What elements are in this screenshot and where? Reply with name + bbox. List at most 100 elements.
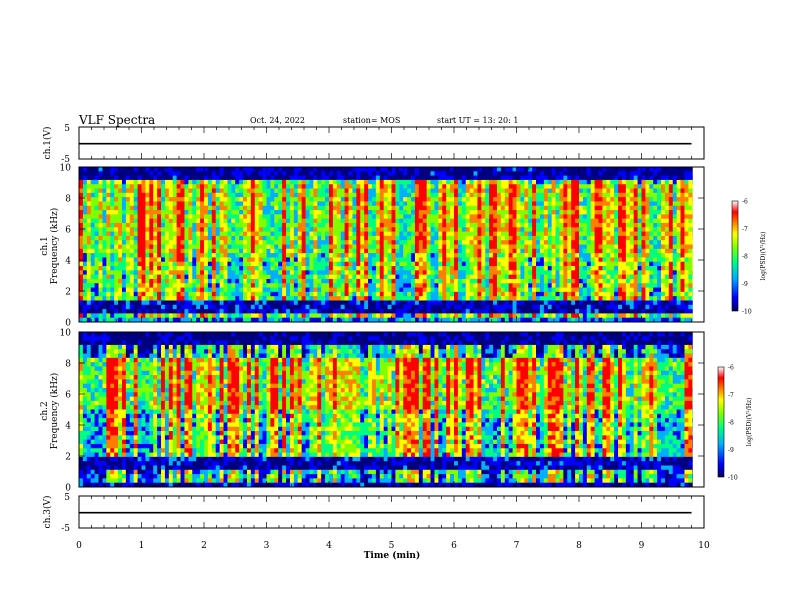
spectrogram-cell — [336, 192, 342, 198]
spectrogram-cell — [164, 218, 170, 224]
spectrogram-cell — [426, 270, 431, 275]
spectrogram-cell — [266, 278, 271, 284]
spectrogram-cell — [434, 218, 439, 224]
spectrogram-cell — [289, 287, 295, 293]
spectrogram-cell — [500, 248, 506, 254]
spectrogram-cell — [477, 300, 482, 306]
spectrogram-cell — [118, 313, 123, 318]
spectrogram-cell — [192, 227, 197, 232]
spectrogram-cell — [352, 175, 357, 181]
spectrogram-cell — [94, 266, 99, 271]
spectrogram-cell — [121, 210, 127, 215]
spectrogram-cell — [86, 317, 92, 322]
spectrogram-cell — [512, 167, 517, 172]
spectrogram-cell — [325, 304, 330, 310]
spectrogram-cell — [532, 244, 537, 250]
spectrogram-cell — [192, 283, 197, 288]
spectrogram-cell — [141, 266, 146, 271]
spectrogram-cell — [168, 253, 174, 258]
spectrogram-cell — [305, 291, 310, 297]
spectrogram-cell — [102, 253, 107, 258]
spectrogram-cell — [297, 244, 302, 250]
spectrogram-cell — [348, 210, 353, 215]
spectrogram-cell — [235, 167, 240, 172]
spectrogram-cell — [352, 214, 357, 219]
spectrogram-cell — [161, 296, 166, 301]
spectrogram-cell — [371, 214, 377, 219]
spectrogram-cell — [192, 167, 197, 172]
spectrogram-cell — [516, 304, 521, 310]
spectrogram-cell — [121, 231, 127, 237]
spectrogram-cell — [168, 261, 174, 267]
spectrogram-cell — [79, 291, 84, 297]
spectrogram-cell — [79, 171, 84, 176]
spectrogram-cell — [332, 304, 338, 310]
spectrogram-cell — [551, 266, 556, 271]
spectrogram-cell — [391, 300, 396, 306]
spectrogram-cell — [106, 205, 111, 211]
spectrogram-cell — [442, 313, 447, 318]
spectrogram-cell — [301, 175, 306, 181]
spectrogram-cell — [286, 171, 291, 176]
spectrogram-cell — [430, 309, 435, 314]
spectrogram-cell — [94, 296, 99, 301]
spectrogram-cell — [262, 266, 267, 271]
spectrogram-cell — [289, 257, 295, 263]
spectrogram-cell — [371, 248, 377, 254]
spectrogram-cell — [610, 210, 615, 215]
spectrogram-cell — [313, 235, 318, 241]
spectrogram-cell — [309, 253, 314, 258]
spectrogram-cell — [500, 274, 506, 280]
spectrogram-cell — [188, 244, 193, 250]
spectrogram-cell — [293, 253, 299, 258]
spectrogram-cell — [227, 235, 232, 241]
spectrogram-cell — [579, 287, 584, 293]
spectrogram-cell — [594, 227, 599, 232]
spectrogram-cell — [543, 261, 549, 267]
spectrogram-cell — [422, 244, 427, 250]
spectrogram-cell — [188, 261, 193, 267]
spectrogram-cell — [352, 167, 357, 172]
spectrogram-cell — [461, 300, 467, 306]
spectrogram-cell — [399, 278, 404, 284]
spectrogram-cell — [114, 175, 119, 181]
spectrogram-cell — [321, 201, 326, 207]
spectrogram-cell — [227, 192, 232, 198]
spectrogram-cell — [579, 266, 584, 271]
spectrogram-cell — [227, 270, 232, 275]
spectrogram-cell — [262, 184, 267, 189]
spectrogram-cell — [118, 167, 123, 172]
spectrogram-cell — [270, 231, 275, 237]
spectrogram-cell — [407, 167, 412, 172]
spectrogram-cell — [118, 287, 123, 293]
spectrogram-cell — [286, 188, 291, 194]
spectrogram-cell — [500, 291, 506, 297]
spectrogram-cell — [82, 192, 88, 198]
spectrogram-cell — [379, 317, 384, 322]
spectrogram-cell — [489, 184, 494, 189]
spectrogram-cell — [500, 179, 506, 185]
spectrogram-cell — [231, 235, 236, 241]
spectrogram-cell — [137, 214, 142, 219]
spectrogram-cell — [610, 248, 615, 254]
spectrogram-cell — [137, 304, 142, 310]
spectrogram-cell — [536, 205, 541, 211]
spectrogram-cell — [293, 222, 299, 228]
spectrogram-cell — [586, 192, 592, 198]
spectrogram-cell — [469, 278, 474, 284]
spectrogram-cell — [614, 313, 619, 318]
spectrogram-cell — [493, 291, 498, 297]
spectrogram-cell — [481, 261, 486, 267]
spectrogram-cell — [516, 192, 521, 198]
spectrogram-cell — [161, 184, 166, 189]
spectrogram-cell — [602, 167, 607, 172]
spectrogram-cell — [137, 274, 142, 280]
spectrogram-cell — [289, 227, 295, 232]
spectrogram-cell — [356, 274, 361, 280]
spectrogram-cell — [129, 244, 134, 250]
spectrogram-cell — [309, 227, 314, 232]
spectrogram-cell — [301, 309, 306, 314]
spectrogram-cell — [536, 179, 541, 185]
spectrogram-cell — [450, 184, 455, 189]
spectrogram-cell — [418, 214, 424, 219]
